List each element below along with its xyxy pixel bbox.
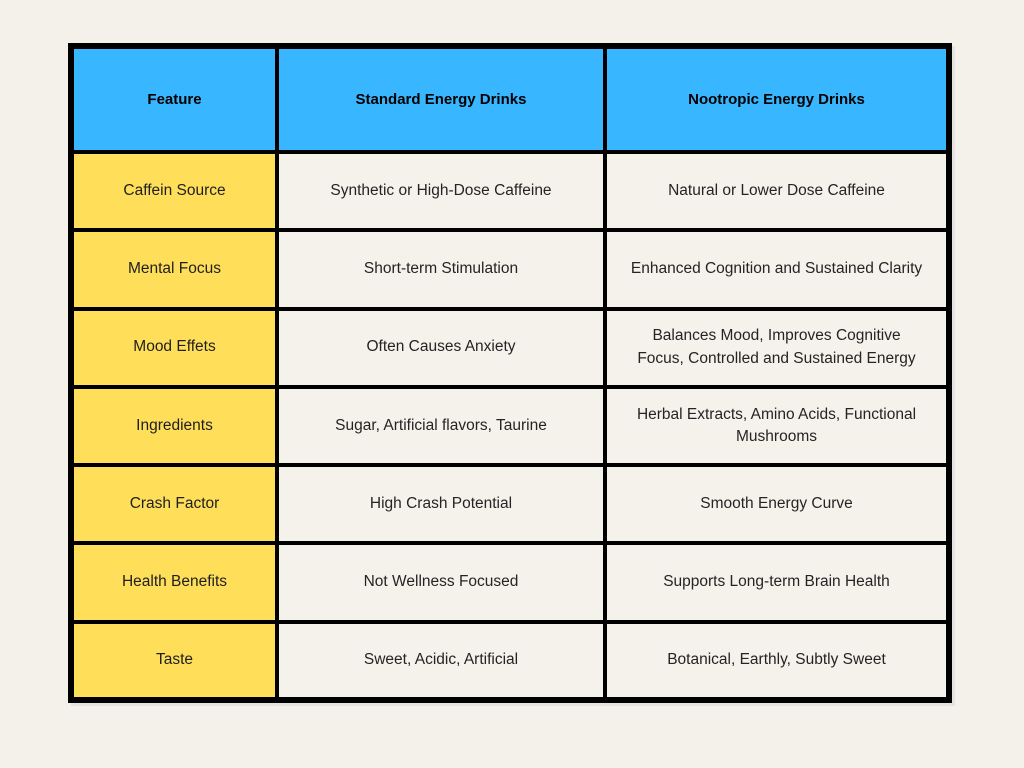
nootropic-cell: Supports Long-term Brain Health [603, 541, 951, 624]
feature-cell: Taste [69, 619, 279, 703]
nootropic-cell: Balances Mood, Improves Cognitive Focus,… [603, 306, 951, 389]
feature-cell: Mental Focus [69, 228, 279, 311]
header-cell-feature: Feature [69, 44, 279, 154]
standard-cell: Synthetic or High-Dose Caffeine [275, 149, 607, 233]
standard-cell: Sweet, Acidic, Artificial [275, 619, 607, 703]
table-row-health-benefits: Health Benefits Not Wellness Focused Sup… [69, 541, 951, 624]
standard-cell: Often Causes Anxiety [275, 306, 607, 389]
standard-cell: Sugar, Artificial flavors, Taurine [275, 384, 607, 468]
header-cell-nootropic-energy-drinks: Nootropic Energy Drinks [603, 44, 951, 154]
header-cell-standard-energy-drinks: Standard Energy Drinks [275, 44, 607, 154]
table-row-caffein-source: Caffein Source Synthetic or High-Dose Ca… [69, 149, 951, 233]
nootropic-cell: Enhanced Cognition and Sustained Clarity [603, 228, 951, 311]
table-row-taste: Taste Sweet, Acidic, Artificial Botanica… [69, 619, 951, 703]
feature-cell: Crash Factor [69, 463, 279, 546]
table-row-ingredients: Ingredients Sugar, Artificial flavors, T… [69, 384, 951, 468]
nootropic-cell: Natural or Lower Dose Caffeine [603, 149, 951, 233]
feature-cell: Mood Effets [69, 306, 279, 389]
feature-cell: Health Benefits [69, 541, 279, 624]
nootropic-cell: Smooth Energy Curve [603, 463, 951, 546]
standard-cell: Short-term Stimulation [275, 228, 607, 311]
nootropic-cell: Botanical, Earthly, Subtly Sweet [603, 619, 951, 703]
feature-cell: Ingredients [69, 384, 279, 468]
table-row-crash-factor: Crash Factor High Crash Potential Smooth… [69, 463, 951, 546]
table-row-mental-focus: Mental Focus Short-term Stimulation Enha… [69, 228, 951, 311]
comparison-table: Feature Standard Energy Drinks Nootropic… [68, 43, 952, 703]
feature-cell: Caffein Source [69, 149, 279, 233]
table-row-mood-effets: Mood Effets Often Causes Anxiety Balance… [69, 306, 951, 389]
nootropic-cell: Herbal Extracts, Amino Acids, Functional… [603, 384, 951, 468]
standard-cell: Not Wellness Focused [275, 541, 607, 624]
standard-cell: High Crash Potential [275, 463, 607, 546]
header-row: Feature Standard Energy Drinks Nootropic… [69, 44, 951, 154]
